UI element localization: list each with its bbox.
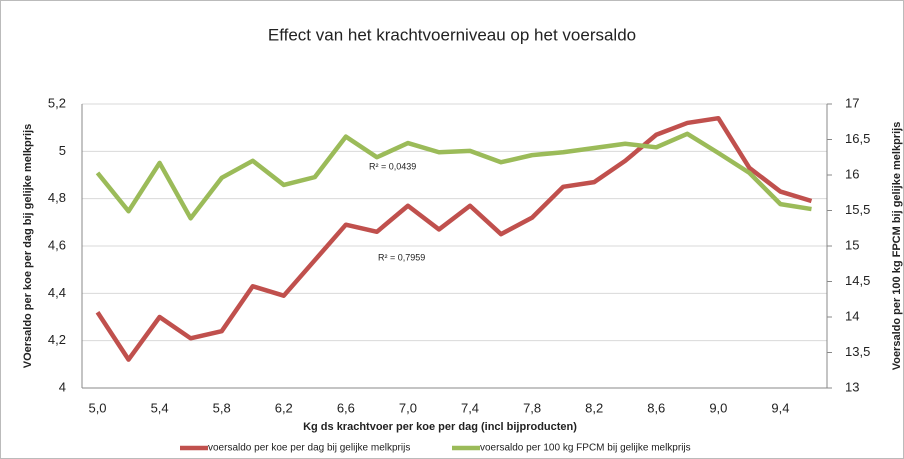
- legend-label: voersaldo per 100 kg FPCM bij gelijke me…: [480, 443, 691, 454]
- y2-axis-title: Voersaldo per 100 kg FPCM bij gelijke me…: [891, 122, 903, 371]
- legend-label: voersaldo per koe per dag bij gelijke me…: [208, 443, 410, 454]
- y2-tick-label: 14,5: [845, 273, 870, 288]
- x-tick-label: 8,2: [585, 400, 603, 415]
- x-tick-label: 5,8: [213, 400, 231, 415]
- y-tick-label: 4: [59, 379, 66, 394]
- y-tick-label: 4,6: [48, 237, 66, 252]
- series-line: [95, 115, 813, 362]
- x-tick-label: 7,4: [461, 400, 479, 415]
- annotation: R² = 0,0439: [369, 161, 416, 171]
- y-tick-label: 4,8: [48, 190, 66, 205]
- x-tick-label: 7,8: [523, 400, 541, 415]
- x-axis-title: Kg ds krachtvoer per koe per dag (incl b…: [303, 421, 577, 433]
- x-tick-label: 9,0: [709, 400, 727, 415]
- x-tick-label: 6,6: [337, 400, 355, 415]
- x-tick-label: 9,4: [771, 400, 789, 415]
- x-tick-label: 6,2: [275, 400, 293, 415]
- y2-tick-label: 17: [845, 95, 859, 110]
- x-tick-label: 7,0: [399, 400, 417, 415]
- y2-tick-label: 16: [845, 166, 859, 181]
- chart-title: Effect van het krachtvoerniveau op het v…: [268, 25, 636, 44]
- y-tick-label: 5,2: [48, 95, 66, 110]
- y-tick-label: 4,2: [48, 332, 66, 347]
- annotation: R² = 0,7959: [378, 252, 425, 262]
- x-tick-label: 5,4: [151, 400, 169, 415]
- y2-tick-label: 13,5: [845, 344, 870, 359]
- series-line: [95, 131, 812, 221]
- y2-tick-label: 13: [845, 379, 859, 394]
- x-tick-label: 8,6: [647, 400, 665, 415]
- y2-tick-label: 16,5: [845, 131, 870, 146]
- y2-tick-label: 14: [845, 308, 859, 323]
- x-tick-label: 5,0: [88, 400, 106, 415]
- y-tick-label: 4,4: [48, 285, 66, 300]
- y-tick-label: 5: [59, 143, 66, 158]
- y2-tick-label: 15,5: [845, 202, 870, 217]
- y2-tick-label: 15: [845, 237, 859, 252]
- y-axis-title: VOersaldo per koe per dag bij gelijke me…: [22, 124, 34, 369]
